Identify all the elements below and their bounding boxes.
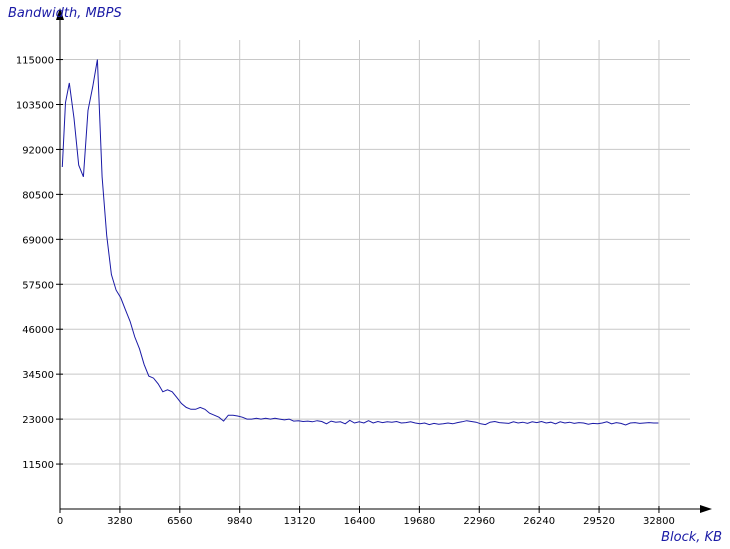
y-tick-label: 80500 [22, 190, 54, 201]
x-tick-label: 6560 [167, 516, 192, 527]
y-axis-arrow-icon [56, 8, 64, 20]
y-tick-label: 11500 [22, 460, 54, 471]
x-tick-label: 13120 [284, 516, 316, 527]
x-tick-label: 9840 [227, 516, 252, 527]
x-tick-label: 0 [57, 516, 63, 527]
x-tick-label: 26240 [523, 516, 555, 527]
y-tick-label: 34500 [22, 370, 54, 381]
x-axis-title: Block, KB [661, 530, 722, 545]
x-tick-label: 16400 [344, 516, 376, 527]
x-tick-label: 19680 [403, 516, 435, 527]
y-tick-label: 92000 [22, 145, 54, 156]
bandwidth-series-line [61, 59, 659, 426]
x-tick-label: 32800 [643, 516, 675, 527]
y-tick-label: 115000 [16, 56, 54, 67]
y-tick-label: 57500 [22, 280, 54, 291]
x-tick-label: 22960 [463, 516, 495, 527]
x-axis-arrow-icon [700, 505, 712, 513]
y-tick-label: 46000 [22, 325, 54, 336]
x-tick-label: 3280 [107, 516, 132, 527]
y-tick-label: 69000 [22, 235, 54, 246]
y-axis-title: Bandwidth, MBPS [8, 6, 122, 21]
y-tick-label: 103500 [16, 100, 54, 111]
x-tick-label: 29520 [583, 516, 615, 527]
y-tick-label: 23000 [22, 415, 54, 426]
